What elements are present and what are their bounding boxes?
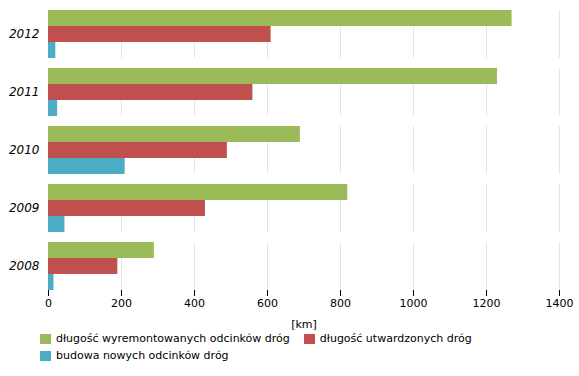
- svg-text:1200: 1200: [473, 297, 501, 310]
- svg-text:1000: 1000: [400, 297, 428, 310]
- svg-text:200: 200: [111, 297, 132, 310]
- svg-text:2010: 2010: [9, 143, 40, 157]
- html-text:budowa nowych odcinków dróg: budowa nowych odcinków dróg: [56, 349, 229, 362]
- svg-text:1400: 1400: [546, 297, 574, 310]
- svg-text:[km]: [km]: [291, 318, 317, 331]
- svg-text:600: 600: [257, 297, 278, 310]
- html-text:długość utwardzonych dróg: długość utwardzonych dróg: [319, 332, 472, 345]
- svg-text:400: 400: [184, 297, 205, 310]
- svg-text:2009: 2009: [9, 201, 40, 215]
- svg-text:2008: 2008: [9, 259, 40, 273]
- svg-text:2011: 2011: [9, 85, 40, 99]
- svg-text:2012: 2012: [9, 27, 40, 41]
- html-text:długość wyremontowanych odcink: długość wyremontowanych odcinków dróg: [56, 332, 290, 345]
- svg-text:800: 800: [330, 297, 351, 310]
- svg-text:0: 0: [45, 297, 52, 310]
